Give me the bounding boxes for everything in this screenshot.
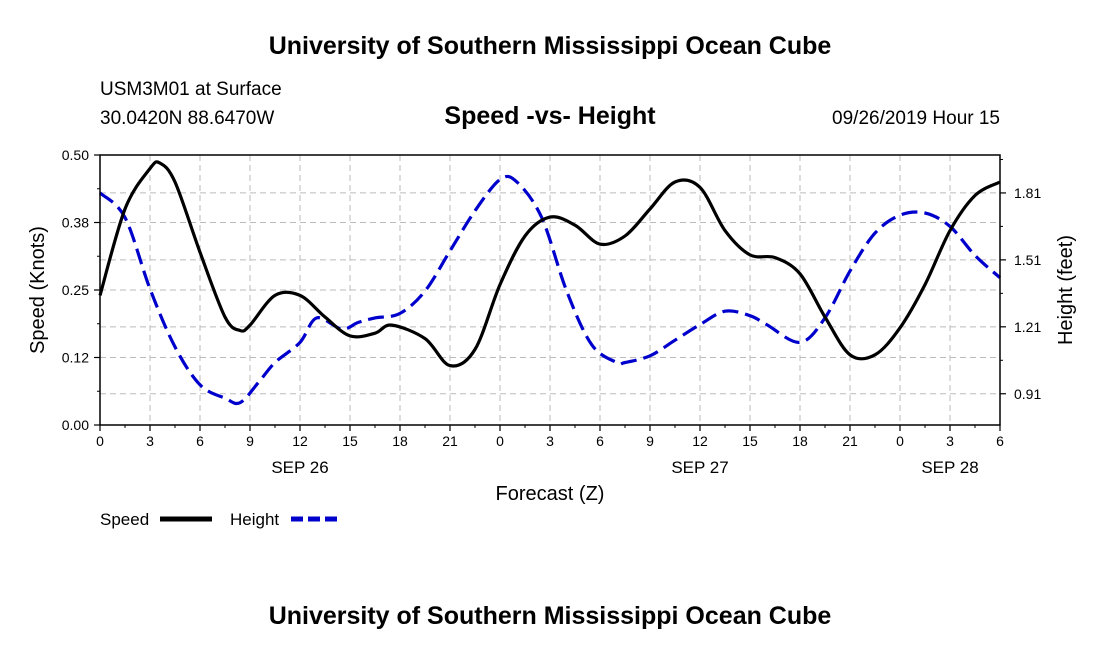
datetime-label: 09/26/2019 Hour 15 (832, 108, 1000, 129)
date-label: SEP 26 (271, 458, 328, 477)
x-tick-label: 18 (392, 433, 408, 449)
page-title: University of Southern Mississippi Ocean… (269, 32, 832, 60)
y-axis-right: 0.91 1.21 1.51 1.81 (1000, 158, 1041, 402)
x-tick-label: 6 (196, 433, 204, 449)
location-label: 30.0420N 88.6470W (100, 108, 274, 129)
x-tick-label: 21 (442, 433, 458, 449)
x-tick-label: 0 (96, 433, 104, 449)
x-tick-label: 3 (946, 433, 954, 449)
x-tick-label: 18 (792, 433, 808, 449)
footer-title: University of Southern Mississippi Ocean… (269, 602, 832, 630)
x-axis-label: Forecast (Z) (496, 483, 605, 505)
y-tick-label: 0.25 (62, 282, 89, 298)
x-tick-label: 15 (342, 433, 358, 449)
y-tick-label: 0.12 (62, 350, 89, 366)
y2-tick-label: 0.91 (1014, 386, 1041, 402)
y2-tick-label: 1.21 (1014, 319, 1041, 335)
station-label: USM3M01 at Surface (100, 79, 282, 100)
y2-tick-label: 1.51 (1014, 252, 1041, 268)
speed-series-line (98, 160, 1001, 368)
x-tick-label: 3 (546, 433, 554, 449)
y-tick-label: 0.50 (62, 147, 89, 163)
x-tick-label: 0 (496, 433, 504, 449)
x-tick-label: 12 (692, 433, 708, 449)
x-tick-label: 15 (742, 433, 758, 449)
date-label: SEP 27 (671, 458, 728, 477)
y-axis-label: Speed (Knots) (27, 226, 49, 354)
x-tick-label: 9 (246, 433, 254, 449)
x-axis: 0 3 6 9 12 15 18 21 0 3 6 9 12 15 18 21 0 3 6 SEP 26 SEP 27 S… (96, 425, 1004, 477)
x-tick-label: 0 (896, 433, 904, 449)
x-tick-label: 12 (292, 433, 308, 449)
x-tick-label: 9 (646, 433, 654, 449)
legend-height-label: Height (230, 510, 279, 529)
y2-tick-label: 1.81 (1014, 185, 1041, 201)
x-tick-label: 6 (596, 433, 604, 449)
x-tick-label: 3 (146, 433, 154, 449)
y-tick-label: 0.38 (62, 215, 89, 231)
chart-subtitle: Speed -vs- Height (444, 102, 656, 130)
x-tick-label: 6 (996, 433, 1004, 449)
date-label: SEP 28 (921, 458, 978, 477)
grid (100, 155, 1000, 425)
legend-speed-label: Speed (100, 510, 149, 529)
y-tick-label: 0.00 (62, 417, 89, 433)
height-series-line (98, 174, 1002, 406)
y-axis-left: 0.00 0.12 0.25 0.38 0.50 (62, 147, 100, 433)
x-tick-label: 21 (842, 433, 858, 449)
series-layer (98, 160, 1002, 406)
legend: Speed Height (100, 510, 342, 529)
y2-axis-label: Height (feet) (1055, 235, 1077, 345)
